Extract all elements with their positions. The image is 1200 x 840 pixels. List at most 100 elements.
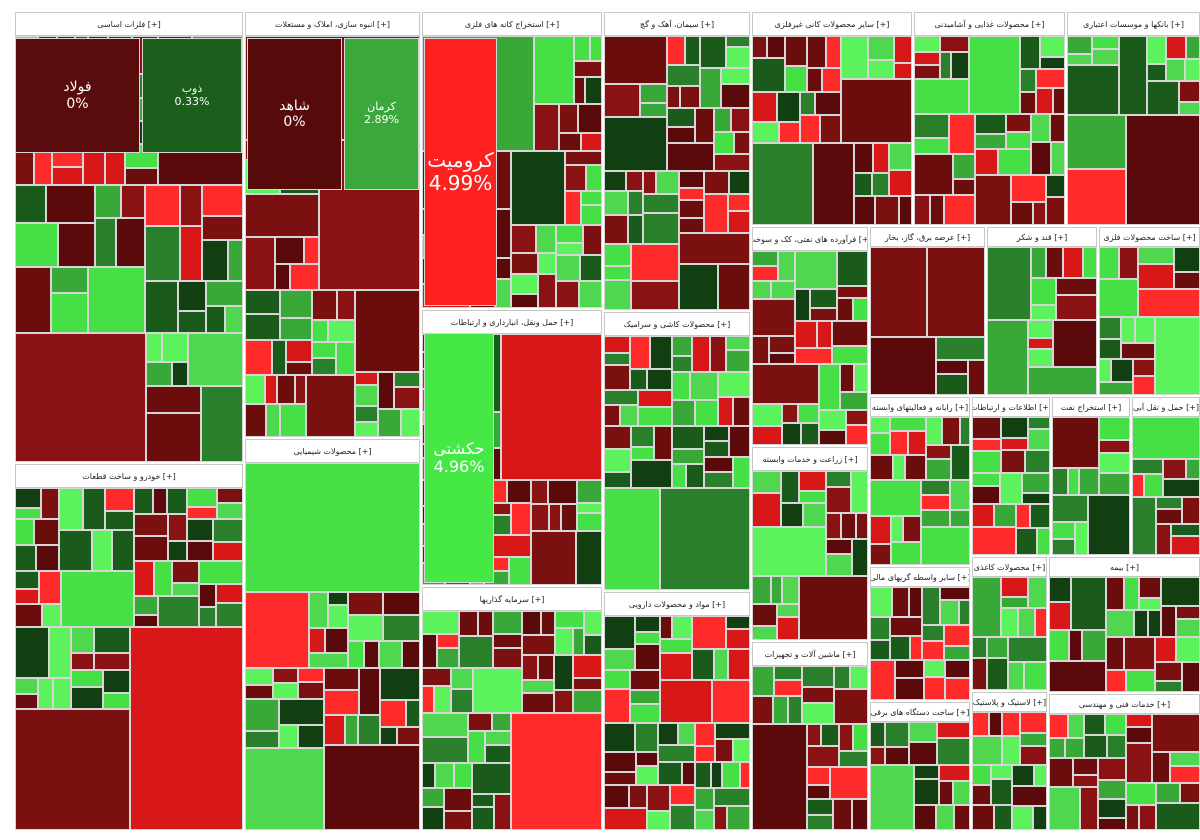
stock-tile	[134, 615, 158, 627]
stock-tile	[721, 84, 750, 108]
stock-tile	[752, 143, 813, 225]
stock-tile	[1148, 610, 1161, 637]
stock-tile	[807, 815, 833, 830]
stock-tile	[1001, 417, 1028, 438]
stock-tile	[154, 561, 172, 596]
stock-tile	[265, 375, 277, 404]
stock-tile	[840, 392, 868, 410]
stock-tile	[959, 600, 970, 625]
stock-tile	[914, 195, 930, 225]
stock-tile	[88, 267, 145, 333]
stock-tile	[914, 36, 940, 52]
tile-change: 4.99%	[428, 171, 493, 195]
stock-tile	[337, 290, 355, 320]
stock-tile	[422, 634, 437, 668]
stock-tile	[930, 195, 944, 225]
stock-tile	[312, 320, 328, 342]
stock-tile	[1098, 818, 1126, 830]
stock-tile	[273, 668, 298, 683]
stock-tile	[554, 690, 573, 713]
stock-tile	[714, 132, 734, 154]
stock-tile	[891, 516, 903, 542]
stock-tile	[273, 683, 298, 699]
sector-header: [+] ماشین آلات و تجهیزات	[752, 642, 868, 666]
stock-tile	[785, 36, 807, 66]
stock-tile	[1040, 36, 1065, 57]
stock-tile	[942, 417, 960, 445]
stock-tile	[187, 519, 213, 541]
stock-tile	[1180, 783, 1200, 803]
stock-tile	[1166, 36, 1186, 59]
stock-tile	[358, 715, 380, 745]
stock-tile	[777, 604, 799, 617]
stock-tile	[277, 375, 295, 404]
stock-tile	[604, 390, 638, 405]
stock-tile	[802, 703, 834, 724]
stock-tile	[704, 472, 733, 488]
stock-tile	[245, 314, 280, 340]
stock-tile	[604, 785, 629, 808]
stock-tile	[556, 281, 579, 308]
stock-tile	[914, 79, 969, 114]
stock-tile	[472, 794, 494, 807]
stock-tile	[972, 712, 989, 736]
stock-tile	[945, 678, 970, 700]
stock-tile	[406, 700, 420, 727]
stock-tile	[1106, 670, 1126, 692]
stock-tile	[71, 653, 94, 670]
stock-tile	[972, 805, 994, 830]
stock-tile	[604, 808, 647, 830]
stock-tile	[1001, 577, 1028, 597]
stock-tile	[909, 587, 922, 617]
stock-tile	[650, 336, 672, 369]
stock-tile	[1020, 733, 1047, 746]
stock-tile	[565, 191, 581, 225]
stock-tile-labeled: کرمان 2.89%	[344, 38, 419, 190]
stock-tile	[280, 404, 306, 437]
stock-tile	[146, 333, 162, 362]
stock-tile	[1133, 359, 1155, 376]
stock-tile	[280, 318, 312, 340]
stock-tile	[1036, 69, 1065, 88]
stock-tile	[245, 699, 279, 731]
stock-tile	[1126, 115, 1200, 225]
stock-tile	[936, 374, 968, 395]
stock-tile	[493, 648, 522, 668]
stock-tile	[556, 225, 583, 243]
stock-tile	[726, 36, 750, 47]
stock-tile	[1138, 247, 1174, 264]
stock-tile	[1073, 775, 1098, 787]
stock-tile	[492, 713, 511, 731]
stock-tile	[670, 805, 695, 830]
stock-tile	[704, 457, 733, 472]
stock-tile	[95, 218, 116, 267]
stock-tile	[870, 617, 890, 640]
stock-tile	[280, 290, 312, 318]
stock-tile	[785, 66, 807, 92]
stock-tile	[972, 439, 1001, 451]
stock-tile	[924, 677, 945, 700]
stock-tile	[348, 641, 364, 668]
stock-tile	[1156, 803, 1200, 830]
stock-tile	[807, 785, 830, 799]
stock-tile	[511, 151, 565, 225]
stock-tile	[1052, 495, 1088, 522]
stock-tile	[92, 530, 112, 571]
stock-tile	[202, 240, 228, 281]
stock-tile	[854, 143, 873, 173]
stock-tile	[604, 365, 630, 390]
stock-tile	[890, 431, 908, 455]
stock-tile	[604, 405, 620, 426]
stock-tile-labeled: فولاد 0%	[15, 38, 140, 153]
stock-tile	[422, 788, 444, 807]
stock-tile	[870, 433, 890, 455]
stock-tile	[561, 504, 577, 531]
stock-tile	[813, 143, 854, 225]
stock-tile	[1037, 528, 1050, 555]
stock-tile	[604, 266, 631, 280]
stock-tile	[870, 722, 885, 747]
stock-tile	[636, 766, 658, 785]
stock-tile	[692, 616, 726, 649]
stock-tile	[1171, 536, 1200, 555]
stock-tile	[584, 611, 602, 635]
